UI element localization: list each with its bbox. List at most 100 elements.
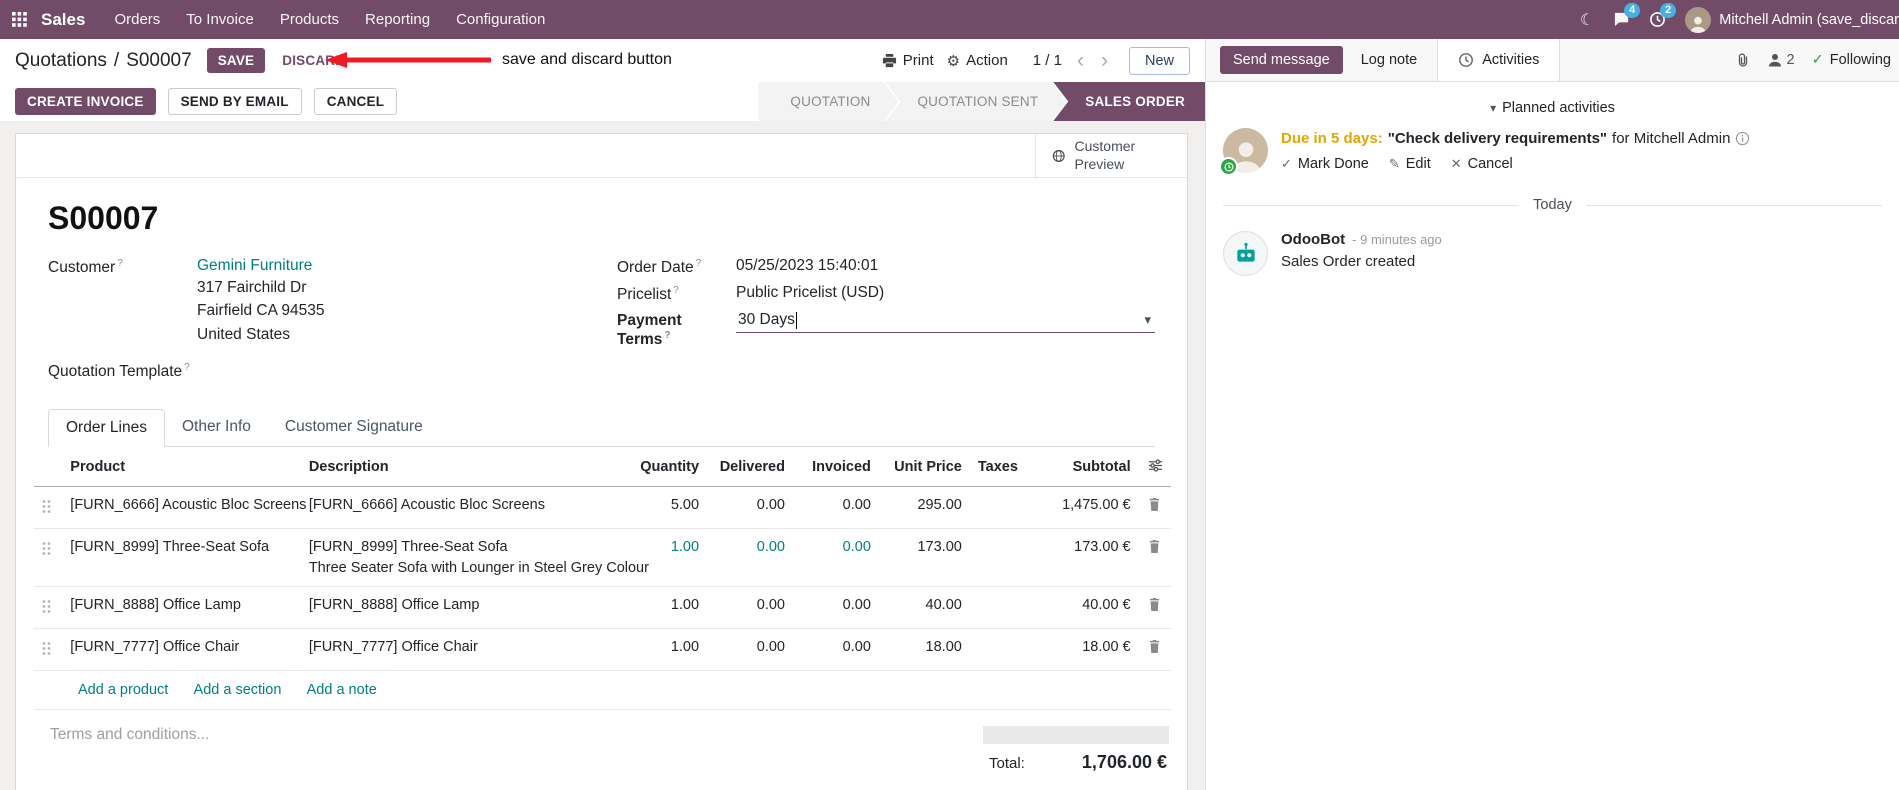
cell-invoiced[interactable]: 0.00 [792,528,879,587]
cell-subtotal[interactable]: 173.00 € [1042,528,1139,587]
cell-subtotal[interactable]: 1,475.00 € [1042,486,1139,529]
menu-reporting[interactable]: Reporting [365,11,431,28]
cell-taxes[interactable] [969,528,1043,587]
cell-taxes[interactable] [969,486,1043,529]
send-message-button[interactable]: Send message [1220,46,1343,74]
customer-preview-button[interactable]: Customer Preview [1035,134,1187,177]
col-header-product[interactable]: Product [62,446,301,487]
cell-invoiced[interactable]: 0.00 [792,586,879,629]
order-line-row[interactable]: [FURN_7777] Office Chair [FURN_7777] Off… [34,628,1171,671]
stage-quotation[interactable]: QUOTATION [758,82,898,121]
pricelist-field[interactable]: Public Pricelist (USD) [736,284,885,302]
caret-down-icon[interactable]: ▾ [1144,312,1151,328]
action-button[interactable]: ⚙ Action [947,52,1008,70]
optional-columns-icon[interactable] [1138,446,1171,487]
cell-delivered[interactable]: 0.00 [707,586,793,629]
followers-button[interactable]: 2 [1768,52,1795,68]
cell-subtotal[interactable]: 40.00 € [1042,586,1139,629]
drag-handle-icon[interactable] [34,586,63,629]
delete-line-icon[interactable] [1138,528,1171,587]
log-note-button[interactable]: Log note [1360,52,1418,68]
drag-handle-icon[interactable] [34,486,63,529]
cell-quantity[interactable]: 1.00 [624,586,708,629]
stage-sales-order[interactable]: SALES ORDER [1053,82,1205,121]
add-note-link[interactable]: Add a note [306,681,377,698]
col-header-unit-price[interactable]: Unit Price [878,446,970,487]
drag-handle-icon[interactable] [34,528,63,587]
planned-activities-toggle[interactable]: ▾ Planned activities [1223,100,1882,116]
cell-taxes[interactable] [969,586,1043,629]
menu-configuration[interactable]: Configuration [456,11,546,28]
pager-previous-icon[interactable]: ‹ [1076,49,1084,72]
save-button[interactable]: SAVE [206,48,266,73]
cell-invoiced[interactable]: 0.00 [792,628,879,671]
add-product-link[interactable]: Add a product [78,681,169,698]
tab-customer-signature[interactable]: Customer Signature [284,417,423,435]
cell-product[interactable]: [FURN_8888] Office Lamp [62,586,301,629]
create-invoice-button[interactable]: CREATE INVOICE [15,88,156,115]
cell-delivered[interactable]: 0.00 [707,628,793,671]
pager-next-icon[interactable]: › [1100,49,1108,72]
drag-handle-icon[interactable] [34,628,63,671]
print-button[interactable]: Print [882,52,934,69]
activities-tab[interactable]: Activities [1437,39,1561,81]
menu-to-invoice[interactable]: To Invoice [186,11,254,28]
send-by-email-button[interactable]: SEND BY EMAIL [167,88,302,115]
message-author[interactable]: OdooBot [1281,231,1346,248]
cell-quantity[interactable]: 5.00 [624,486,708,529]
cell-quantity[interactable]: 1.00 [624,628,708,671]
discard-button[interactable]: DISCARD [282,53,346,68]
payment-terms-field[interactable]: 30 Days ▾ [736,311,1155,334]
following-button[interactable]: ✓ Following [1812,52,1891,68]
col-header-taxes[interactable]: Taxes [969,446,1043,487]
app-name[interactable]: Sales [41,9,86,29]
activities-clock-icon[interactable]: 2 [1649,3,1677,28]
order-line-row[interactable]: [FURN_6666] Acoustic Bloc Screens [FURN_… [34,486,1171,529]
delete-line-icon[interactable] [1138,628,1171,671]
terms-placeholder[interactable]: Terms and conditions... [50,725,210,743]
add-section-link[interactable]: Add a section [193,681,282,698]
stage-quotation-sent[interactable]: QUOTATION SENT [885,82,1066,121]
tab-other-info[interactable]: Other Info [181,417,251,435]
col-header-description[interactable]: Description [300,446,625,487]
col-header-quantity[interactable]: Quantity [624,446,708,487]
cell-product[interactable]: [FURN_7777] Office Chair [62,628,301,671]
cell-description[interactable]: [FURN_7777] Office Chair [300,628,625,671]
info-icon[interactable] [1735,131,1750,146]
cell-delivered[interactable]: 0.00 [707,486,793,529]
col-header-subtotal[interactable]: Subtotal [1042,446,1139,487]
customer-link[interactable]: Gemini Furniture [197,257,313,274]
cell-quantity[interactable]: 1.00 [624,528,708,587]
edit-activity-button[interactable]: ✎ Edit [1389,156,1431,172]
delete-line-icon[interactable] [1138,486,1171,529]
order-line-row[interactable]: [FURN_8999] Three-Seat Sofa [FURN_8999] … [34,528,1171,587]
cell-delivered[interactable]: 0.00 [707,528,793,587]
cell-subtotal[interactable]: 18.00 € [1042,628,1139,671]
cell-invoiced[interactable]: 0.00 [792,486,879,529]
cell-unit-price[interactable]: 40.00 [878,586,970,629]
menu-products[interactable]: Products [279,11,340,28]
col-header-delivered[interactable]: Delivered [707,446,793,487]
user-menu[interactable]: Mitchell Admin (save_discar [1685,6,1899,33]
cell-description[interactable]: [FURN_6666] Acoustic Bloc Screens [300,486,625,529]
cell-taxes[interactable] [969,628,1043,671]
cancel-activity-button[interactable]: ✕ Cancel [1451,156,1513,172]
breadcrumb-quotations[interactable]: Quotations [15,49,107,71]
menu-orders[interactable]: Orders [114,11,161,28]
delete-line-icon[interactable] [1138,586,1171,629]
paperclip-icon[interactable] [1735,52,1751,68]
apps-menu-icon[interactable] [12,12,27,27]
order-date-field[interactable]: 05/25/2023 15:40:01 [736,257,879,274]
cell-product[interactable]: [FURN_8999] Three-Seat Sofa [62,528,301,587]
cell-unit-price[interactable]: 295.00 [878,486,970,529]
cell-unit-price[interactable]: 173.00 [878,528,970,587]
cell-description[interactable]: [FURN_8999] Three-Seat Sofa Three Seater… [300,528,649,587]
new-button[interactable]: New [1128,46,1190,75]
mark-done-button[interactable]: ✓ Mark Done [1281,156,1369,172]
col-header-invoiced[interactable]: Invoiced [792,446,879,487]
moon-icon[interactable]: ☾ [1579,11,1595,29]
cancel-button[interactable]: CANCEL [313,88,398,115]
order-line-row[interactable]: [FURN_8888] Office Lamp [FURN_8888] Offi… [34,586,1171,629]
tab-order-lines[interactable]: Order Lines [48,408,165,447]
cell-product[interactable]: [FURN_6666] Acoustic Bloc Screens [62,486,306,529]
